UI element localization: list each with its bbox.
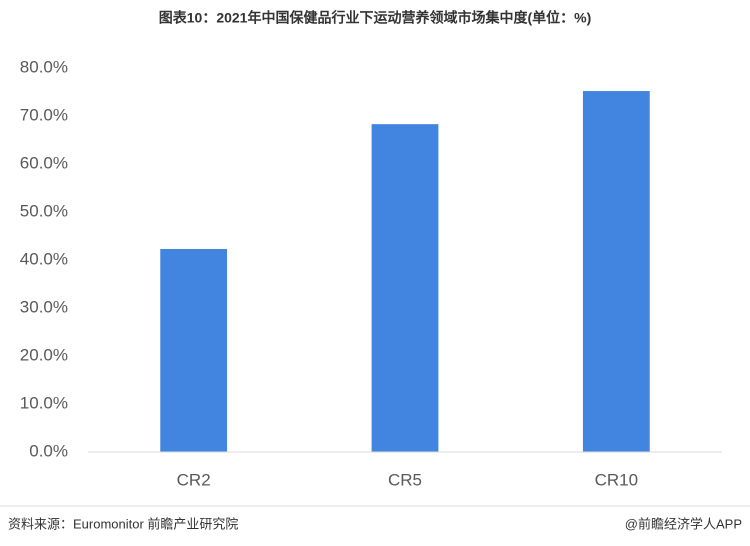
- y-tick-label: 80.0%: [20, 57, 68, 76]
- chart-title: 图表10：2021年中国保健品行业下运动营养领域市场集中度(单位：%): [159, 10, 592, 26]
- bar: [160, 248, 228, 452]
- x-tick-label: CR10: [595, 470, 638, 489]
- y-tick-label: 20.0%: [20, 345, 68, 364]
- y-tick-label: 40.0%: [20, 249, 68, 268]
- y-tick-label: 70.0%: [20, 105, 68, 124]
- credit: @前瞻经济学人APP: [625, 516, 742, 531]
- y-tick-label: 0.0%: [29, 441, 68, 460]
- y-tick-label: 50.0%: [20, 201, 68, 220]
- y-tick-label: 30.0%: [20, 297, 68, 316]
- x-tick-label: CR2: [177, 470, 211, 489]
- bar: [582, 91, 650, 452]
- bar: [371, 124, 439, 452]
- source-note: 资料来源：Euromonitor 前瞻产业研究院: [8, 516, 238, 531]
- x-tick-label: CR5: [388, 470, 422, 489]
- y-tick-label: 10.0%: [20, 393, 68, 412]
- y-tick-label: 60.0%: [20, 153, 68, 172]
